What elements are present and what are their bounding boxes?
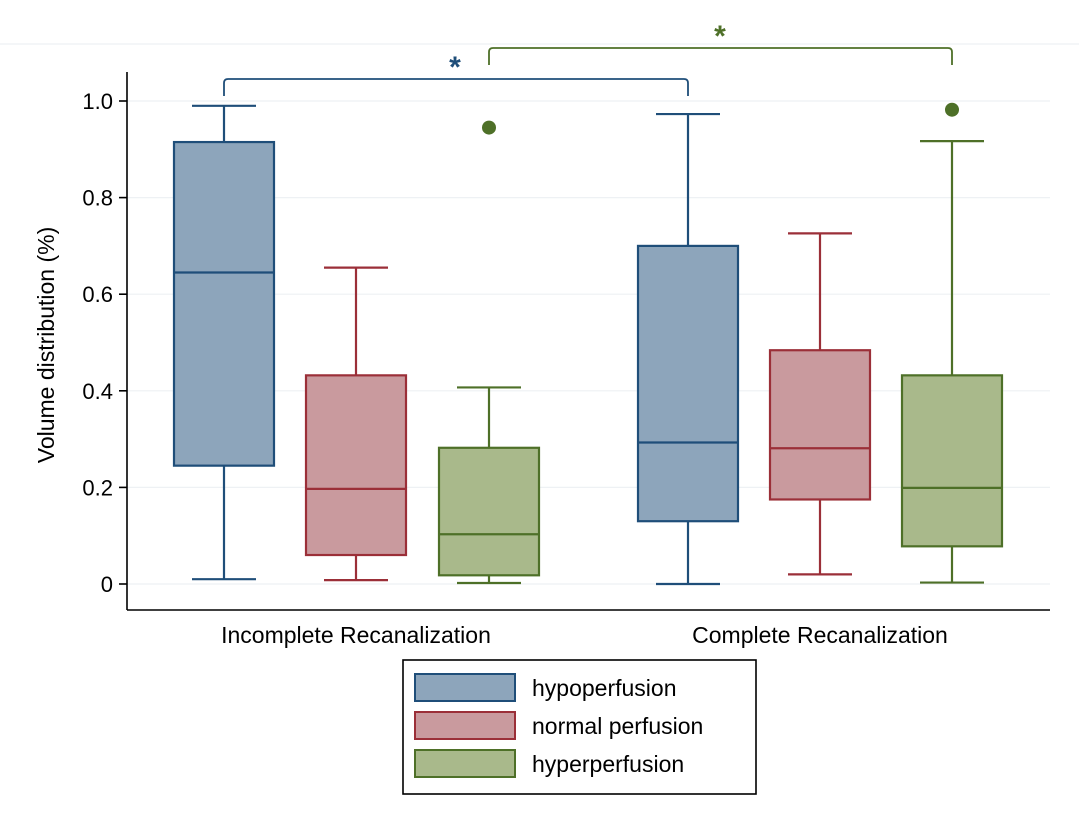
boxes xyxy=(172,102,1004,586)
significance-asterisk: * xyxy=(714,20,726,53)
legend: hypoperfusion normal perfusion hyperperfus… xyxy=(402,659,757,795)
legend-swatch xyxy=(414,673,516,702)
legend-label: hypoperfusion xyxy=(532,675,677,701)
legend-swatch xyxy=(414,749,516,778)
x-category-label: Incomplete Recanalization xyxy=(221,622,491,648)
box-hyperperfusion-0 xyxy=(437,120,541,585)
iqr-box xyxy=(900,374,1004,548)
iqr-box xyxy=(172,140,276,467)
bracket-line xyxy=(223,78,689,96)
significance-asterisk: * xyxy=(449,51,461,84)
y-tick-label: 0.2 xyxy=(82,475,113,500)
outlier-point xyxy=(482,120,496,135)
y-tick-label: 0.8 xyxy=(82,186,113,211)
significance-bracket: * xyxy=(488,20,953,65)
gridlines xyxy=(0,43,1079,585)
y-tick-label: 0.6 xyxy=(82,282,113,307)
box-normal-perfusion-0 xyxy=(304,266,408,582)
axes xyxy=(126,72,1050,611)
legend-label: normal perfusion xyxy=(532,713,703,739)
y-ticks: 0 0.2 0.4 0.6 0.8 1.0 xyxy=(82,89,127,597)
category-labels: Incomplete Recanalization Complete Recana… xyxy=(221,622,948,648)
box-normal-perfusion-1 xyxy=(768,232,872,576)
box-hypoperfusion-0 xyxy=(172,104,276,581)
bracket-line xyxy=(488,47,953,65)
iqr-box xyxy=(768,349,872,501)
legend-swatch xyxy=(414,711,516,740)
significance-annotations: ** xyxy=(223,20,953,96)
significance-bracket: * xyxy=(223,51,689,96)
x-category-label: Complete Recanalization xyxy=(692,622,948,648)
iqr-box xyxy=(437,446,541,577)
iqr-box xyxy=(636,244,740,523)
box-hypoperfusion-1 xyxy=(636,112,740,586)
y-axis-label: Volume distribution (%) xyxy=(33,227,59,464)
iqr-box xyxy=(304,374,408,557)
y-tick-label: 0.4 xyxy=(82,379,113,404)
outlier-point xyxy=(945,102,959,117)
legend-label: hyperperfusion xyxy=(532,751,684,777)
y-tick-label: 0 xyxy=(101,572,113,597)
y-tick-label: 1.0 xyxy=(82,89,113,114)
box-hyperperfusion-1 xyxy=(900,102,1004,584)
